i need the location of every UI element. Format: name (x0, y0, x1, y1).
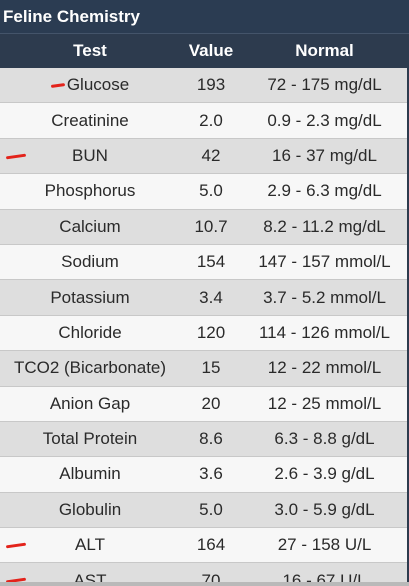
test-label: Calcium (59, 216, 121, 236)
header-value: Value (188, 41, 234, 60)
test-label: Total Protein (42, 429, 138, 449)
normal-range: 3.0 - 5.9 g/dL (274, 499, 375, 519)
test-name: Albumin (0, 457, 180, 491)
normal-range: 8.2 - 11.2 mg/dL (263, 216, 386, 236)
test-label: Albumin (59, 464, 121, 484)
result-value: 3.6 (199, 464, 223, 484)
test-name: Calcium (0, 210, 180, 244)
normal-range: 2.9 - 6.3 mg/dL (267, 181, 382, 201)
test-label: Chloride (58, 322, 122, 342)
normal-range: 6.3 - 8.8 g/dL (274, 429, 375, 449)
test-name: Anion Gap (0, 387, 180, 421)
test-name: BUN (0, 139, 180, 173)
test-label: Glucose (66, 75, 130, 95)
table-header: Test Value Normal (0, 33, 409, 68)
test-name: Glucose (0, 68, 180, 102)
normal-range: 12 - 25 mmol/L (267, 393, 382, 413)
normal-range: 0.9 - 2.3 mg/dL (267, 110, 382, 130)
normal-range: 27 - 158 U/L (277, 535, 372, 555)
results-table-body: Glucose 193 72 - 175 mg/dL Creatinine 2.0 0.9… (0, 68, 409, 586)
result-value: 15 (201, 358, 221, 378)
header-test: Test (73, 41, 107, 60)
table-row: Sodium 154 147 - 157 mmol/L (0, 244, 409, 281)
result-value: 2.0 (199, 110, 223, 130)
table-row: Globulin 5.0 3.0 - 5.9 g/dL (0, 492, 409, 529)
test-label: BUN (72, 145, 108, 165)
red-flag-mark (50, 82, 65, 88)
test-name: Phosphorus (0, 174, 180, 208)
result-value: 154 (196, 252, 226, 272)
result-value: 5.0 (199, 499, 223, 519)
test-label: Anion Gap (49, 393, 131, 413)
test-name: Globulin (0, 493, 180, 527)
result-value: 10.7 (194, 216, 228, 236)
test-name: Sodium (0, 245, 180, 279)
result-value: 20 (201, 393, 221, 413)
result-value: 193 (196, 75, 226, 95)
normal-range: 72 - 175 mg/dL (267, 75, 382, 95)
table-right-border (407, 68, 409, 586)
table-row: BUN 42 16 - 37 mg/dL (0, 138, 409, 175)
test-name: Chloride (0, 316, 180, 350)
test-label: Sodium (61, 252, 119, 272)
result-value: 164 (196, 535, 226, 555)
normal-range: 114 - 126 mmol/L (258, 322, 391, 342)
test-label: Globulin (58, 499, 122, 519)
normal-range: 16 - 37 mg/dL (272, 145, 377, 165)
result-value: 42 (201, 145, 221, 165)
test-label: Creatinine (51, 110, 129, 130)
table-row: Total Protein 8.6 6.3 - 8.8 g/dL (0, 421, 409, 458)
header-normal: Normal (295, 41, 354, 60)
result-value: 5.0 (199, 181, 223, 201)
normal-range: 2.6 - 3.9 g/dL (274, 464, 375, 484)
table-row: Potassium 3.4 3.7 - 5.2 mmol/L (0, 280, 409, 316)
table-row: Anion Gap 20 12 - 25 mmol/L (0, 386, 409, 422)
test-label: TCO2 (Bicarbonate) (13, 358, 167, 378)
table-row: Chloride 120 114 - 126 mmol/L (0, 315, 409, 352)
table-row: Albumin 3.6 2.6 - 3.9 g/dL (0, 457, 409, 493)
test-name: Total Protein (0, 422, 180, 456)
table-row: TCO2 (Bicarbonate) 15 12 - 22 mmol/L (0, 351, 409, 387)
table-row: Creatinine 2.0 0.9 - 2.3 mg/dL (0, 103, 409, 139)
table-row: Glucose 193 72 - 175 mg/dL (0, 68, 409, 104)
test-label: ALT (75, 535, 105, 555)
test-name: Potassium (0, 280, 180, 314)
table-title: Feline Chemistry (0, 0, 409, 33)
test-name: ALT (0, 528, 180, 562)
test-label: Potassium (50, 287, 130, 307)
normal-range: 12 - 22 mmol/L (267, 358, 382, 378)
table-row: Calcium 10.7 8.2 - 11.2 mg/dL (0, 209, 409, 245)
test-name: TCO2 (Bicarbonate) (0, 351, 180, 385)
result-value: 3.4 (199, 287, 223, 307)
result-value: 120 (196, 322, 226, 342)
test-label: Phosphorus (44, 181, 136, 201)
test-name: Creatinine (0, 103, 180, 137)
normal-range: 3.7 - 5.2 mmol/L (263, 287, 386, 307)
table-row: ALT 164 27 - 158 U/L (0, 528, 409, 564)
normal-range: 147 - 157 mmol/L (258, 252, 391, 272)
result-value: 8.6 (199, 429, 223, 449)
scroll-bottom-bar (0, 582, 409, 586)
table-row: Phosphorus 5.0 2.9 - 6.3 mg/dL (0, 174, 409, 210)
